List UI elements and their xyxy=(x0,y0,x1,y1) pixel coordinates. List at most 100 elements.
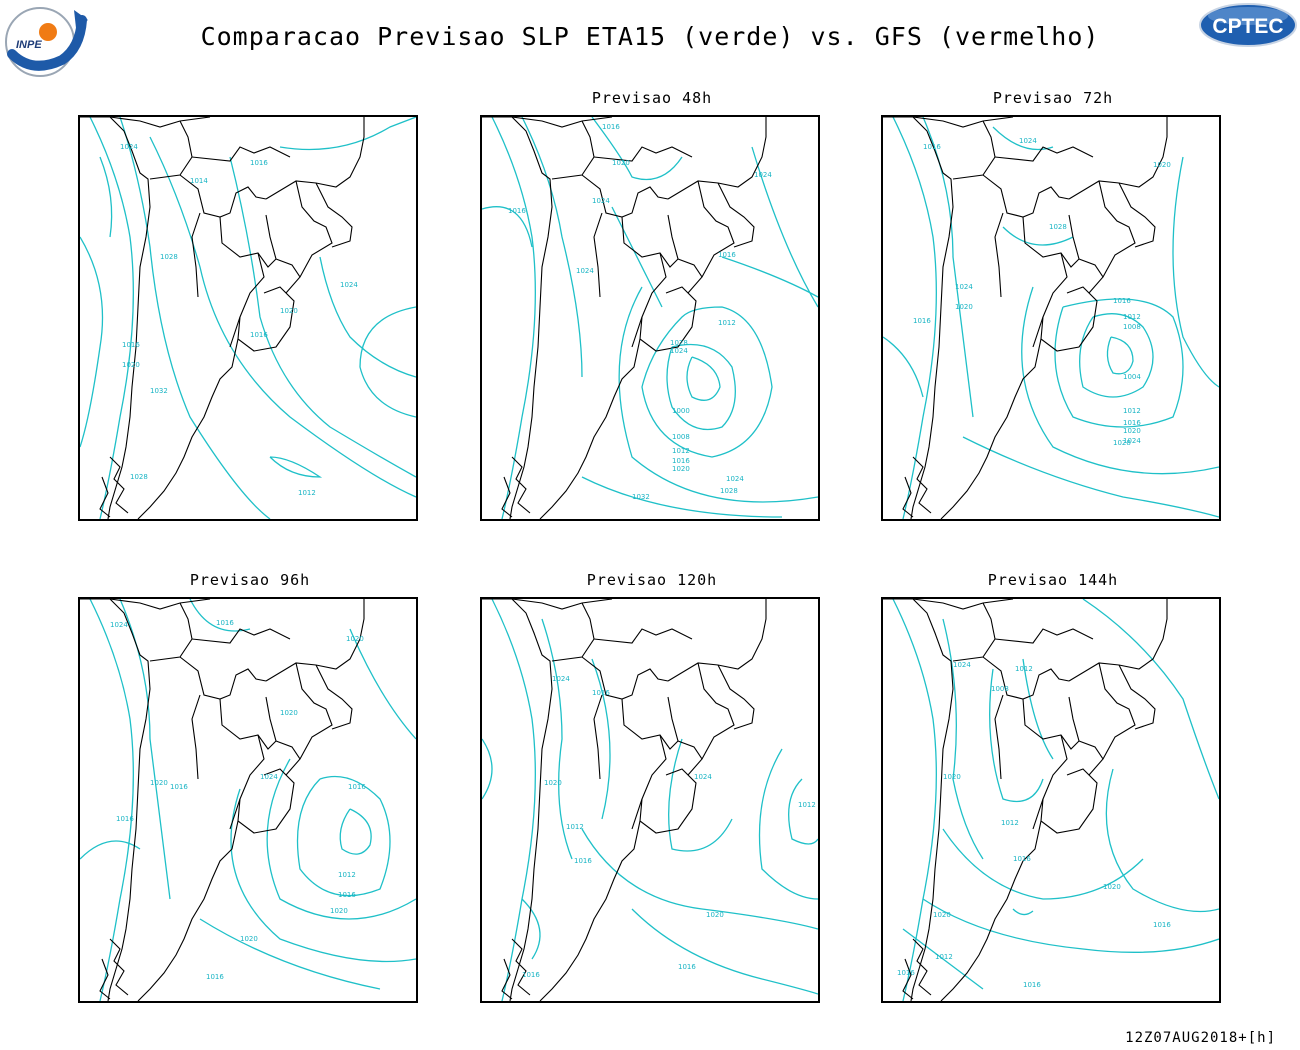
isobar-group xyxy=(482,599,818,1001)
coastline xyxy=(717,182,755,248)
isobar-label: 1016 xyxy=(250,331,268,339)
coastline xyxy=(295,662,333,760)
isobar-label: 1020 xyxy=(150,779,168,787)
isobar-line xyxy=(1021,286,1219,475)
isobar-line xyxy=(1105,768,1219,913)
coastline xyxy=(219,214,277,268)
isobar-label: 1008 xyxy=(991,685,1009,693)
isobar-label: 1024 xyxy=(754,171,772,179)
coastline xyxy=(952,602,996,662)
isobar-label: 1020 xyxy=(122,361,140,369)
isobar-label: 1024 xyxy=(340,281,358,289)
isobar-group xyxy=(80,117,416,519)
coastline xyxy=(912,117,1014,128)
isobar-line xyxy=(230,788,416,963)
isobar-label: 1012 xyxy=(672,447,690,455)
coastline xyxy=(99,958,111,1000)
coastline xyxy=(1118,182,1156,248)
slp-map: 1024 1012 1008 1020 1012 1016 1020 1016 1020 1012… xyxy=(883,599,1219,1001)
isobar-label: 1020 xyxy=(544,779,562,787)
isobar-label: 1024 xyxy=(552,675,570,683)
coastline xyxy=(667,117,767,200)
isobar-label: 1024 xyxy=(953,661,971,669)
isobar-label: 1024 xyxy=(694,773,712,781)
isobar-group xyxy=(482,117,818,519)
isobar-label: 1028 xyxy=(670,339,688,347)
isobar-line xyxy=(892,599,937,1001)
coastline xyxy=(667,599,767,682)
coastline xyxy=(717,664,755,730)
isobar-label: 1024 xyxy=(670,347,688,355)
coastline xyxy=(593,146,693,162)
isobar-line xyxy=(199,918,381,990)
coastline xyxy=(179,174,267,218)
map-panel-48h: 1016 1020 1024 1016 1024 1024 1016 1012 1028 1024… xyxy=(480,115,820,521)
coastline xyxy=(639,768,697,834)
cptec-logo: CPTEC xyxy=(1198,2,1298,48)
coastline xyxy=(191,146,291,162)
coastline xyxy=(539,820,641,1001)
isobar-label: 1012 xyxy=(1001,819,1019,827)
coastline xyxy=(482,117,553,519)
isobar-label: 1024 xyxy=(260,773,278,781)
svg-text:CPTEC: CPTEC xyxy=(1212,15,1283,38)
map-panel-120h: 1024 1016 1020 1024 1012 1012 1016 1020 1016 1016 xyxy=(480,597,820,1003)
coastline xyxy=(237,286,295,352)
isobar-line xyxy=(89,117,134,519)
isobar-line xyxy=(1012,908,1034,916)
coastline xyxy=(697,180,735,278)
slp-map: 1024 1016 1020 1024 1012 1012 1016 1020 1016 1016 xyxy=(482,599,818,1001)
coastline xyxy=(581,174,669,218)
isobar-line xyxy=(591,117,683,181)
panel-title-120h: Previsao 120h xyxy=(586,571,718,589)
slp-map: 1024101610201028102410201016101610121008… xyxy=(883,117,1219,519)
isobar-label: 1020 xyxy=(706,911,724,919)
isobar-label: 1020 xyxy=(280,709,298,717)
isobar-line xyxy=(149,136,416,498)
inpe-logo: INPE xyxy=(2,2,92,80)
isobar-label: 1016 xyxy=(672,457,690,465)
coastline xyxy=(621,214,679,268)
coastline xyxy=(883,117,954,519)
coastline xyxy=(902,476,914,518)
coastline-group xyxy=(482,599,767,1001)
coastline-group xyxy=(80,599,365,1001)
coastline xyxy=(191,212,201,298)
isobar-label: 1020 xyxy=(955,303,973,311)
isobar-label: 1028 xyxy=(1049,223,1067,231)
isobar-label: 1014 xyxy=(190,177,208,185)
coastline xyxy=(265,117,365,200)
coastline xyxy=(109,117,211,128)
isobar-line xyxy=(119,117,271,519)
isobar-line xyxy=(269,456,323,478)
coastline xyxy=(551,120,595,180)
coastline-group xyxy=(883,599,1168,1001)
isobar-label: 1000 xyxy=(672,407,690,415)
isobar-label: 1032 xyxy=(632,493,650,501)
slp-map: 1024 1016 1014 1028 1020 1024 1016 1016 1020 1032… xyxy=(80,117,416,519)
isobar-line xyxy=(668,738,733,852)
isobar-line xyxy=(942,618,984,860)
isobar-label: 1024 xyxy=(955,283,973,291)
isobar-label-group: 1024 1016 1014 1028 1020 1024 1016 1016 1020 1032… xyxy=(120,143,358,497)
coastline xyxy=(1098,180,1136,278)
coastline-group xyxy=(482,117,767,519)
coastline xyxy=(99,476,111,518)
coastline xyxy=(1068,599,1168,682)
isobar-label: 1024 xyxy=(110,621,128,629)
isobar-label: 1004 xyxy=(1123,373,1141,381)
isobar-line xyxy=(279,117,416,151)
isobar-label: 1016 xyxy=(913,317,931,325)
isobar-line xyxy=(80,840,141,860)
panel-title-72h: Previsao 72h xyxy=(992,89,1114,107)
map-panel-144h: 1024 1012 1008 1020 1012 1016 1020 1016 1020 1012… xyxy=(881,597,1221,1003)
isobar-label: 1016 xyxy=(574,857,592,865)
isobar-line xyxy=(1054,298,1184,428)
isobar-label: 1028 xyxy=(130,473,148,481)
isobar-line xyxy=(1172,156,1219,388)
isobar-label: 1016 xyxy=(338,891,356,899)
isobar-line xyxy=(883,336,924,398)
coastline xyxy=(1040,286,1098,352)
isobar-line xyxy=(521,898,541,960)
